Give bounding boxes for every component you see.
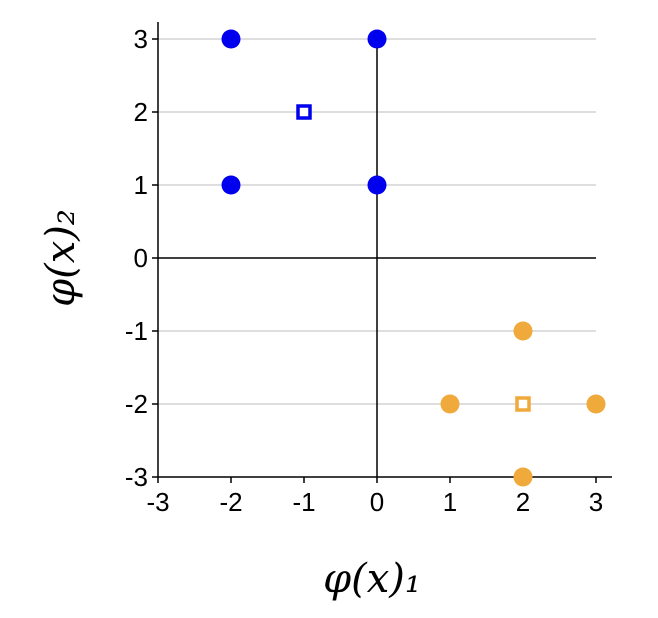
x-tick-label: 1 (443, 487, 457, 517)
data-point (440, 394, 460, 414)
x-tick-label: -1 (292, 487, 315, 517)
data-point (513, 321, 533, 341)
y-tick-label: -3 (125, 462, 148, 492)
data-point (221, 29, 241, 49)
x-tick-label: -3 (146, 487, 169, 517)
data-point-square (515, 396, 531, 412)
tick-labels: -3 -2 -1 0 1 2 3 -3 -2 -1 0 1 2 3 (125, 24, 603, 517)
x-axis-title: φ(x)₁ (323, 556, 421, 602)
y-tick-label: -1 (125, 316, 148, 346)
x-tick-label: -2 (219, 487, 242, 517)
zero-lines (158, 39, 596, 477)
x-tick-label: 2 (516, 487, 530, 517)
data-point-square (296, 104, 312, 120)
y-tick-label: 0 (134, 243, 148, 273)
data-point (586, 394, 606, 414)
x-tick-label: 0 (370, 487, 384, 517)
data-point (513, 467, 533, 487)
y-tick-label: 2 (134, 97, 148, 127)
axes (152, 22, 612, 483)
y-tick-label: -2 (125, 389, 148, 419)
data-point (367, 29, 387, 49)
data-points (221, 29, 606, 487)
data-point (221, 175, 241, 195)
data-point (367, 175, 387, 195)
y-axis-title: φ(x)₂ (38, 209, 84, 307)
x-tick-label: 3 (589, 487, 603, 517)
y-tick-label: 1 (134, 170, 148, 200)
y-tick-label: 3 (134, 24, 148, 54)
